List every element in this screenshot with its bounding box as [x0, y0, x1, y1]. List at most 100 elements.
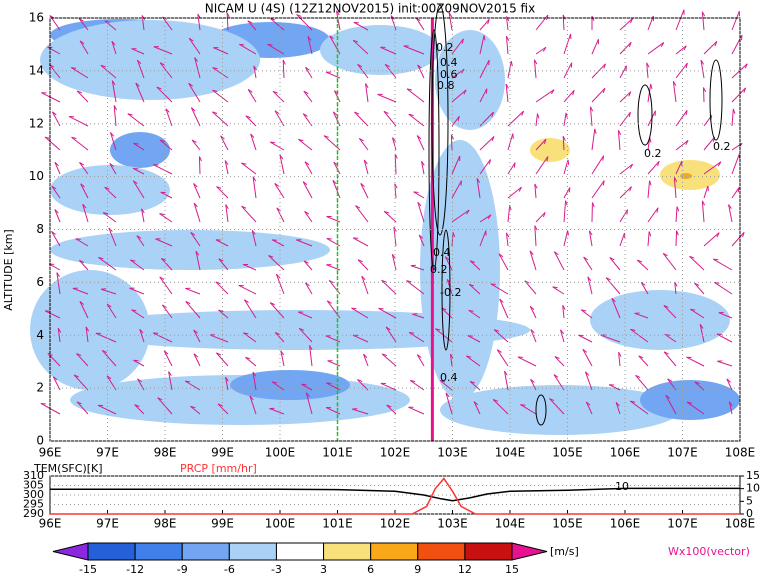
vector: [98, 257, 117, 271]
vector: [298, 138, 304, 142]
vector: [445, 392, 450, 398]
y2-tick-label: 0: [746, 507, 753, 520]
shade: [640, 380, 740, 420]
vector: [296, 14, 313, 31]
vector: [270, 17, 276, 21]
vector: [129, 287, 145, 295]
vector: [565, 112, 568, 118]
vector: [165, 108, 173, 127]
vector: [416, 354, 422, 359]
vector: [332, 180, 341, 199]
vector: [185, 300, 191, 305]
vector: [647, 231, 650, 247]
vector: [185, 287, 201, 295]
vector: [250, 133, 257, 151]
vector: [703, 185, 709, 199]
vector: [702, 87, 705, 103]
vector: [732, 108, 736, 114]
vector: [188, 37, 194, 42]
vector: [269, 408, 285, 415]
vector: [363, 159, 368, 165]
vector: [497, 349, 502, 353]
vector: [701, 200, 705, 223]
vector: [535, 14, 549, 31]
vector: [241, 205, 257, 223]
vector: [663, 305, 669, 308]
vector: [410, 265, 425, 271]
vector: [280, 350, 285, 367]
colorbar-box: [228, 542, 277, 561]
vector: [468, 283, 481, 295]
vector: [104, 20, 117, 31]
vector: [391, 254, 397, 271]
vector: [157, 397, 163, 401]
vector: [155, 238, 173, 247]
y2-tick-label: 10: [746, 482, 760, 495]
annotation: 10: [615, 480, 629, 493]
vector: [491, 136, 495, 142]
vector: [363, 353, 369, 367]
vector: [609, 257, 621, 271]
vector: [587, 276, 592, 282]
vector: [744, 63, 748, 69]
vector: [298, 327, 313, 343]
vector: [717, 161, 722, 167]
vector: [353, 21, 369, 31]
vector: [198, 156, 201, 175]
vector: [79, 301, 85, 306]
vector: [562, 136, 565, 151]
vector: [296, 14, 302, 17]
vector: [159, 213, 173, 223]
vector: [635, 374, 649, 391]
vector: [361, 275, 369, 295]
vector: [326, 237, 332, 240]
vector: [507, 205, 511, 223]
vector: [468, 309, 474, 312]
vector: [80, 183, 85, 188]
vector: [160, 191, 173, 199]
vector: [585, 371, 590, 376]
vector: [136, 235, 142, 239]
vector: [674, 281, 678, 287]
vector: [193, 183, 198, 188]
vector: [239, 43, 257, 55]
vector: [191, 107, 196, 112]
y-tick-label: 290: [23, 507, 44, 520]
vector: [647, 207, 659, 223]
vector: [270, 18, 285, 31]
vector: [159, 276, 165, 280]
vector: [159, 139, 165, 142]
y-tick-label: 10: [29, 169, 44, 183]
vector: [518, 186, 522, 192]
vector: [135, 82, 140, 87]
vector: [466, 209, 470, 215]
vector: [253, 65, 257, 79]
vector: [417, 64, 425, 79]
vector: [302, 181, 308, 186]
vector: [156, 86, 162, 90]
vector: [190, 405, 196, 409]
y-tick-label: 305: [23, 479, 44, 492]
vector: [303, 260, 313, 271]
vector: [415, 17, 425, 31]
vector: [296, 239, 313, 247]
vector: [675, 9, 685, 31]
vector: [51, 231, 61, 247]
vector: [630, 18, 634, 24]
line: [50, 477, 740, 515]
vector: [127, 113, 133, 116]
colorbar-label: -12: [126, 563, 144, 575]
y-tick-label: 8: [36, 222, 44, 236]
vector: [360, 183, 369, 199]
vector: [225, 376, 229, 382]
vector: [690, 308, 705, 319]
vector: [534, 183, 538, 189]
vector: [546, 14, 549, 21]
vector: [562, 136, 566, 141]
vector: [418, 234, 424, 239]
vector: [649, 180, 652, 186]
vector: [591, 128, 596, 151]
vector: [635, 374, 641, 378]
vector: [520, 404, 537, 415]
vector: [212, 89, 218, 92]
